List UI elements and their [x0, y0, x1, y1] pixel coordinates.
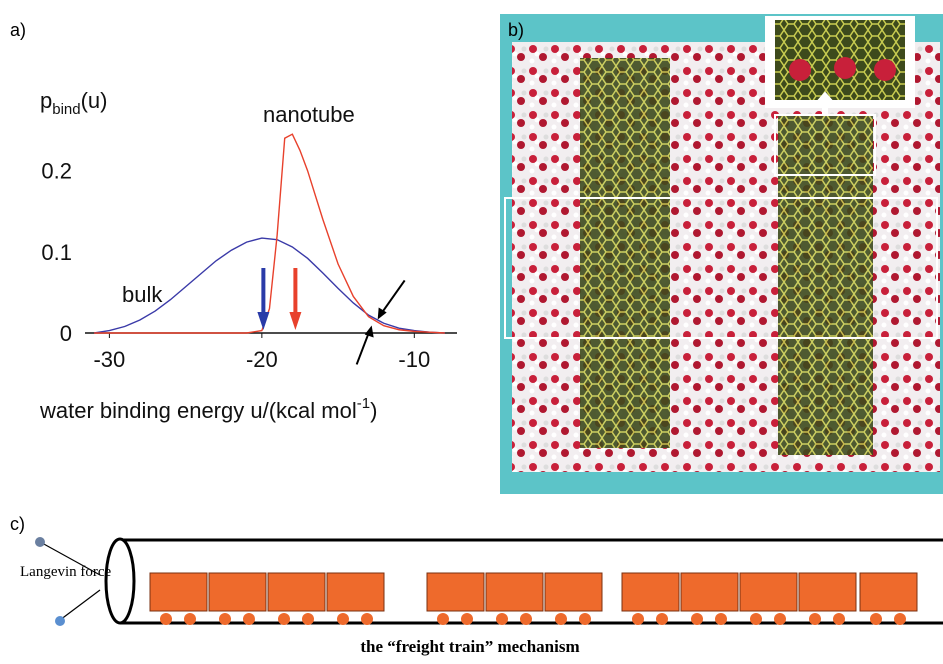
- wheel: [302, 613, 314, 625]
- label-part: (u): [81, 88, 108, 113]
- wheel: [243, 613, 255, 625]
- cargo: [740, 573, 797, 611]
- wheel: [555, 613, 567, 625]
- wheel: [750, 613, 762, 625]
- label-part: bind: [52, 101, 80, 118]
- cargo: [486, 573, 543, 611]
- x-axis-label: water binding energy u/(kcal mol-1): [39, 395, 377, 423]
- arrow-shaft: [381, 280, 405, 314]
- y-tick-label: 0.1: [41, 240, 72, 265]
- label-part: water binding energy u/(kcal mol: [39, 398, 357, 423]
- cargo: [545, 573, 602, 611]
- wheel: [870, 613, 882, 625]
- label-part: p: [40, 88, 52, 113]
- x-tick-label: -30: [93, 347, 125, 372]
- arrow-head: [289, 312, 301, 330]
- label-part: ): [370, 398, 377, 423]
- y-tick-label: 0.2: [41, 159, 72, 184]
- arrow-shaft: [357, 330, 370, 364]
- wheel: [656, 613, 668, 625]
- wheel: [496, 613, 508, 625]
- cargo: [150, 573, 207, 611]
- cargo: [209, 573, 266, 611]
- y-axis-label: pbind(u): [40, 88, 108, 118]
- wheel: [833, 613, 845, 625]
- panel-label: b): [508, 20, 524, 40]
- wheel: [715, 613, 727, 625]
- force-label: Langevin force: [20, 564, 112, 580]
- wheel: [461, 613, 473, 625]
- wheel: [361, 613, 373, 625]
- wheel: [774, 613, 786, 625]
- wheel: [579, 613, 591, 625]
- cargo: [622, 573, 679, 611]
- wheel: [809, 613, 821, 625]
- y-tick-label: 0: [60, 321, 72, 346]
- wheel: [437, 613, 449, 625]
- series-label: nanotube: [263, 102, 355, 127]
- wheel: [894, 613, 906, 625]
- x-tick-label: -10: [398, 347, 430, 372]
- figure: a) b) c) Langevin force the “freight tra…: [0, 0, 943, 664]
- cargo: [427, 573, 484, 611]
- cargo: [860, 573, 917, 611]
- wheel: [691, 613, 703, 625]
- wheel: [184, 613, 196, 625]
- mean-arrow: [289, 268, 301, 330]
- wheel: [632, 613, 644, 625]
- wheel: [160, 613, 172, 625]
- cargo: [327, 573, 384, 611]
- cargo: [268, 573, 325, 611]
- simulation-image: [500, 14, 943, 494]
- series-label: bulk: [122, 282, 163, 307]
- wheel: [520, 613, 532, 625]
- caption: the “freight train” mechanism: [360, 637, 579, 656]
- x-tick-label: -20: [246, 347, 278, 372]
- label-part: -1: [357, 395, 370, 412]
- wheel: [219, 613, 231, 625]
- arrow-head: [365, 325, 374, 337]
- wheel: [337, 613, 349, 625]
- wheel: [278, 613, 290, 625]
- cargo: [799, 573, 856, 611]
- panel-label: a): [10, 20, 26, 40]
- tube-diagram: [35, 537, 943, 626]
- cargo: [681, 573, 738, 611]
- arrow-head: [257, 312, 269, 330]
- panel-label: c): [10, 514, 25, 534]
- mean-arrow: [257, 268, 269, 330]
